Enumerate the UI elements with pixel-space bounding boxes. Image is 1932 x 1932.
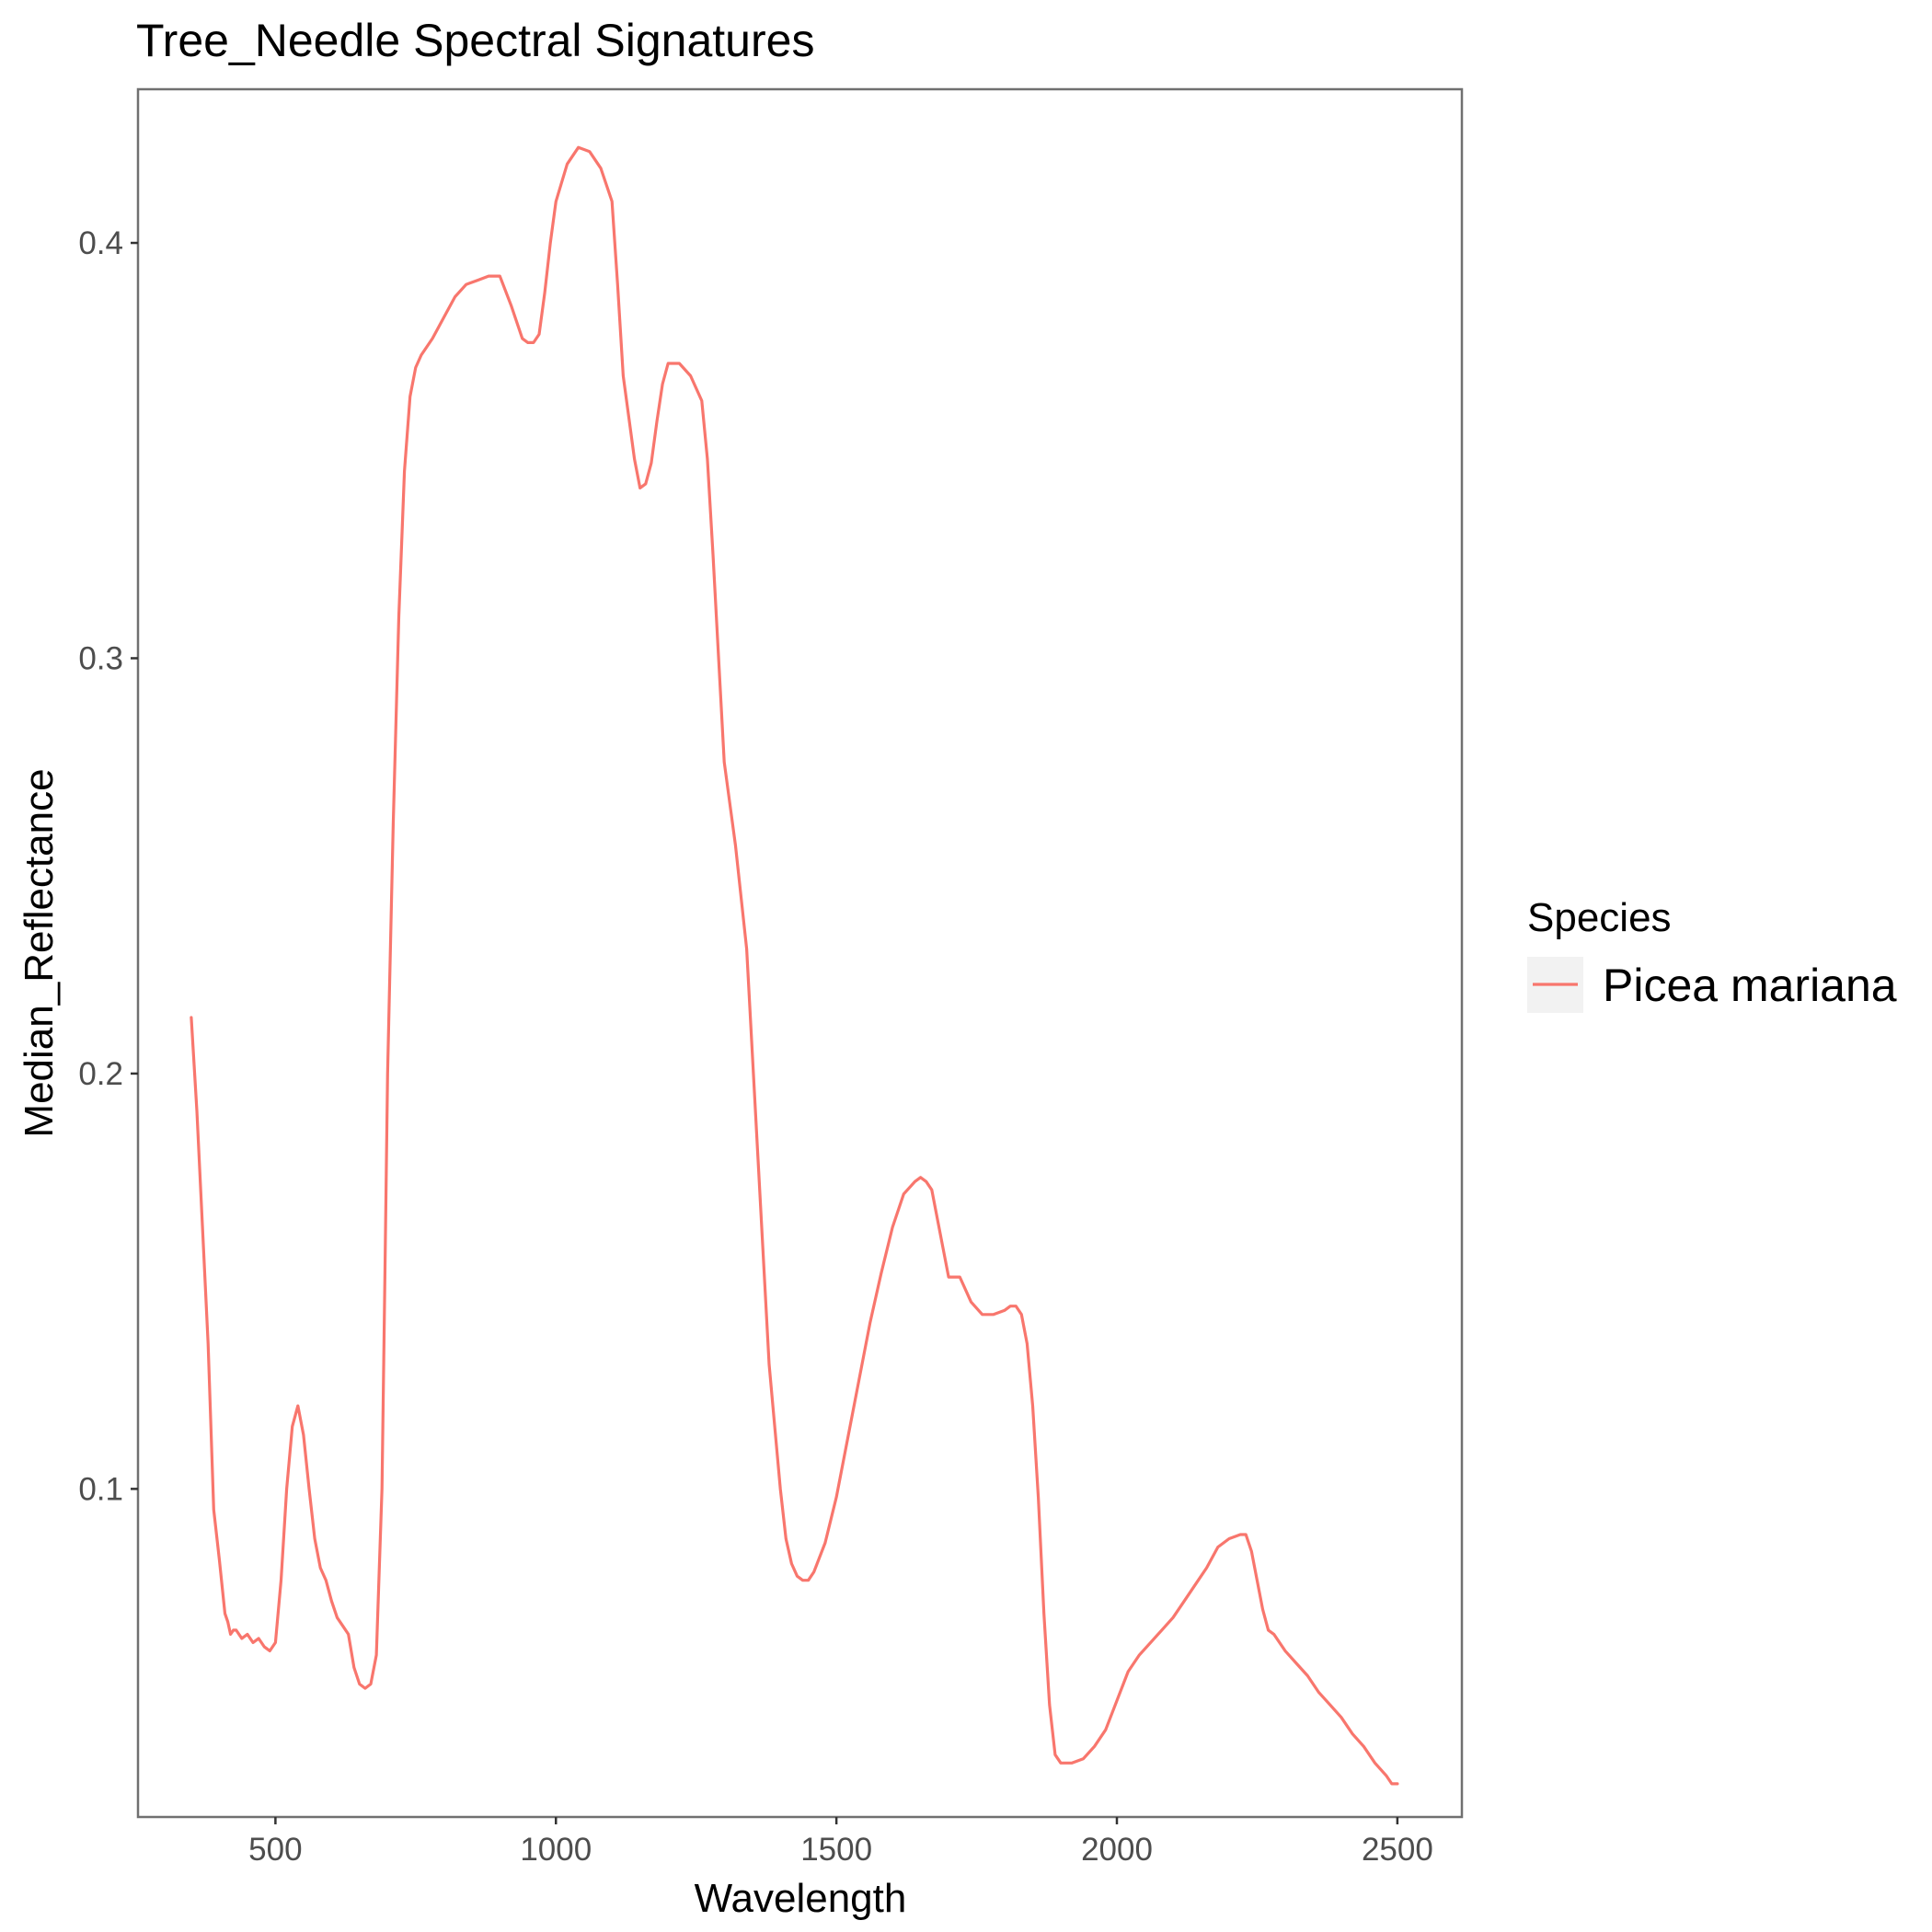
series-line-picea-mariana [190, 145, 1399, 1786]
y-tick-label: 0.2 [78, 1056, 123, 1092]
chart-title: Tree_Needle Spectral Signatures [136, 15, 814, 66]
x-tick-label: 500 [248, 1832, 302, 1868]
plot-panel [136, 87, 1464, 1819]
legend: Species Picea mariana [1527, 895, 1897, 1013]
x-axis: 500 1000 1500 2000 2500 [248, 1817, 1433, 1868]
x-tick-label: 1000 [520, 1832, 592, 1868]
y-tick-label: 0.4 [78, 225, 123, 261]
y-tick-label: 0.3 [78, 640, 123, 676]
y-axis: 0.1 0.2 0.3 0.4 [78, 225, 138, 1507]
x-tick-label: 1500 [800, 1832, 872, 1868]
x-tick-label: 2000 [1081, 1832, 1153, 1868]
y-tick-label: 0.1 [78, 1471, 123, 1507]
legend-label: Picea mariana [1603, 960, 1897, 1011]
x-axis-title: Wavelength [695, 1876, 907, 1921]
x-tick-label: 2500 [1362, 1832, 1433, 1868]
legend-title: Species [1527, 895, 1672, 940]
y-axis-title: Median_Reflectance [17, 768, 62, 1137]
